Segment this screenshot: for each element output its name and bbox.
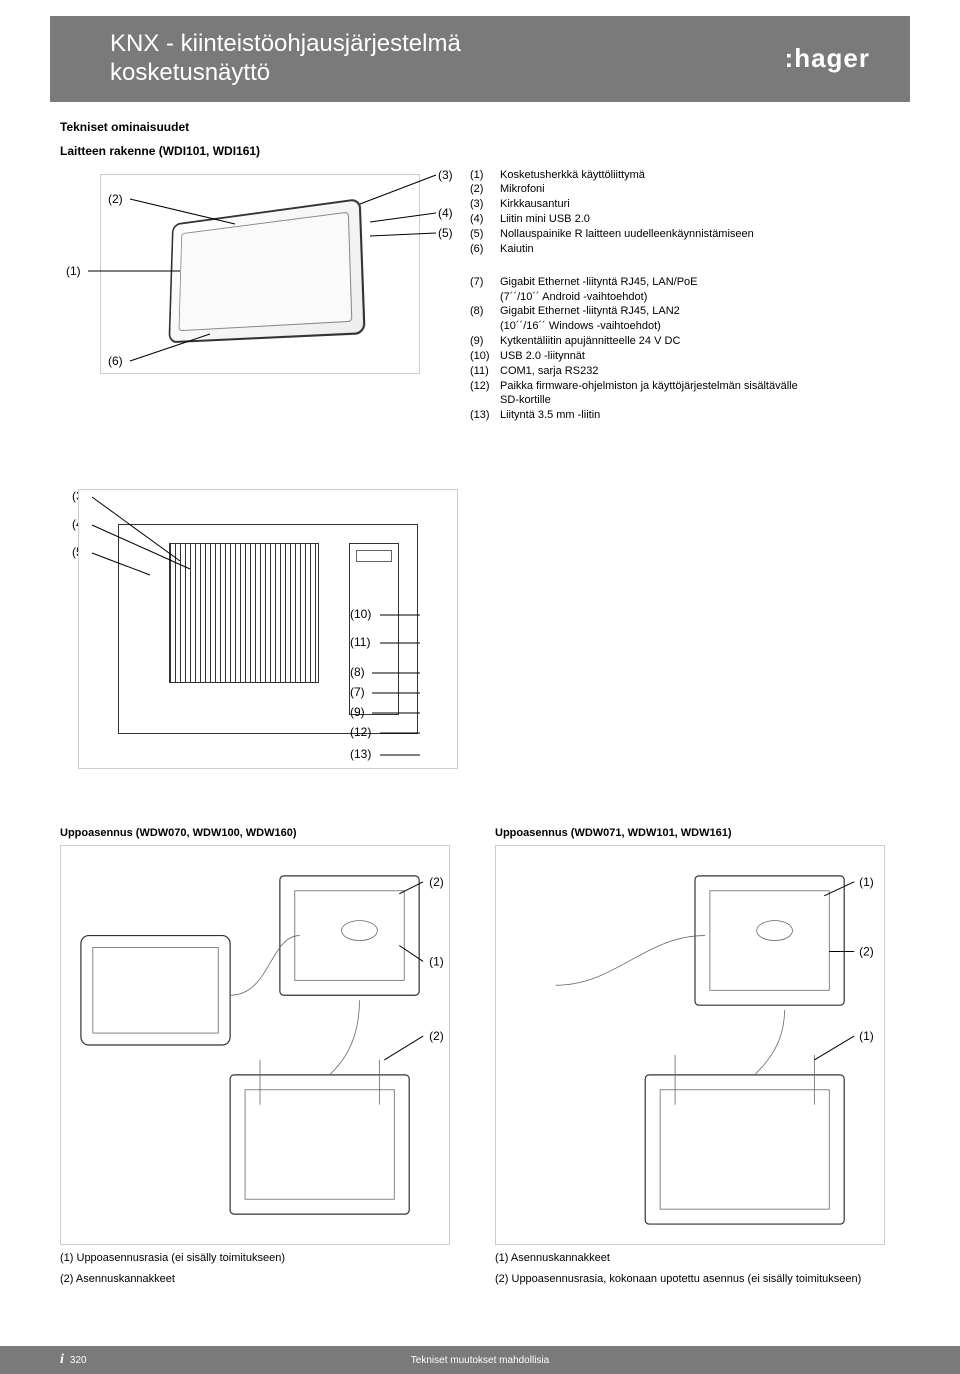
mount-right-svg: (1) (2) (1) (496, 846, 884, 1244)
mount-left: Uppoasennus (WDW070, WDW100, WDW160) (2)… (60, 809, 465, 1287)
mount-left-cap2: (2) Asennuskannakkeet (60, 1272, 465, 1287)
callout-6: (6) (108, 354, 123, 368)
footer-note: Tekniset muutokset mahdollisia (411, 1355, 549, 1366)
callout-4: (4) (438, 206, 453, 220)
figure-touchscreen (100, 174, 420, 374)
mount-right-cap2: (2) Uppoasennusrasia, kokonaan upotettu … (495, 1272, 900, 1287)
callout-3: (3) (438, 168, 453, 182)
mount-right: Uppoasennus (WDW071, WDW101, WDW161) (1)… (495, 809, 900, 1287)
section-tech-spec: Tekniset ominaisuudet (60, 120, 900, 134)
svg-text:(2): (2) (859, 945, 874, 959)
page-number: 320 (70, 1355, 87, 1366)
svg-text:(2): (2) (429, 1029, 444, 1043)
header-title-line2: kosketusnäyttö (110, 59, 270, 86)
row-top: (2) (1) (6) (3) (4) (5) (1)Kosketusherkk… (60, 164, 900, 424)
row-back: (3) (4) (5) (10) (11) (8) (7) (9) (12) (… (60, 489, 900, 799)
callout-1: (1) (66, 264, 81, 278)
figure-mount-left: (2) (1) (2) (60, 845, 450, 1245)
callout-2: (2) (108, 192, 123, 206)
figure-back (78, 489, 458, 769)
figure-mount-right: (1) (2) (1) (495, 845, 885, 1245)
callout-b12: (12) (350, 725, 371, 739)
page-content: Tekniset ominaisuudet Laitteen rakenne (… (0, 102, 960, 1287)
mount-left-svg: (2) (1) (2) (61, 846, 449, 1244)
header-title-line1: KNX - kiinteistöohjausjärjestelmä (110, 30, 461, 57)
svg-text:(1): (1) (429, 955, 444, 969)
brand-logo: :hager (785, 43, 870, 74)
callout-b11: (11) (350, 635, 370, 649)
heatsink-icon (169, 543, 319, 683)
legend-group1: (1)Kosketusherkkä käyttöliittymä (2)Mikr… (470, 164, 900, 424)
info-icon: i (60, 1352, 64, 1368)
page-header: KNX - kiinteistöohjausjärjestelmä kosket… (50, 16, 910, 102)
section-device-structure: Laitteen rakenne (WDI101, WDI161) (60, 144, 900, 158)
callout-b8: (8) (350, 665, 365, 679)
callout-b9: (9) (350, 705, 365, 719)
svg-text:(2): (2) (429, 875, 444, 889)
col-figure-touch: (2) (1) (6) (3) (4) (5) (60, 164, 460, 384)
mount-right-title: Uppoasennus (WDW071, WDW101, WDW161) (495, 827, 775, 839)
svg-text:(1): (1) (859, 1029, 874, 1043)
callout-b13: (13) (350, 747, 371, 761)
device-screen-icon (168, 198, 365, 343)
row-mount: Uppoasennus (WDW070, WDW100, WDW160) (2)… (60, 809, 900, 1287)
page-footer: i 320 Tekniset muutokset mahdollisia (0, 1346, 960, 1374)
mount-right-cap1: (1) Asennuskannakkeet (495, 1251, 900, 1266)
svg-text:(1): (1) (859, 875, 874, 889)
callout-b10: (10) (350, 607, 371, 621)
callout-5: (5) (438, 226, 453, 240)
header-title: KNX - kiinteistöohjausjärjestelmä kosket… (110, 30, 461, 88)
legend-group2: (7)Gigabit Ethernet -liityntä RJ45, LAN/… (470, 275, 900, 423)
mount-left-cap1: (1) Uppoasennusrasia (ei sisälly toimitu… (60, 1251, 465, 1266)
footer-page: i 320 (60, 1352, 87, 1368)
device-back-icon (118, 524, 418, 734)
mount-left-title: Uppoasennus (WDW070, WDW100, WDW160) (60, 827, 465, 839)
callout-b7: (7) (350, 685, 365, 699)
